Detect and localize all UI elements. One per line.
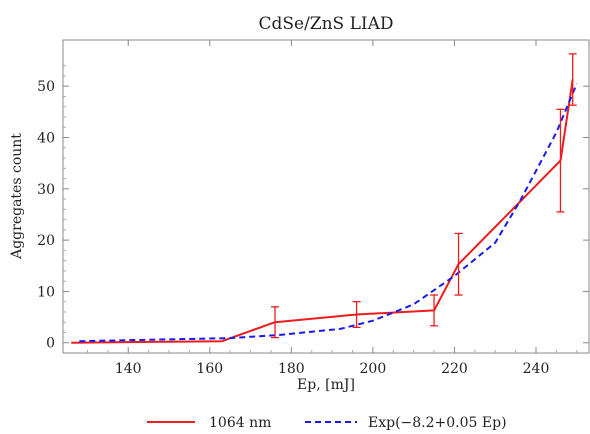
y-tick-label: 50 [37,79,55,95]
x-tick-label: 220 [441,361,468,377]
x-tick-label: 160 [196,361,223,377]
legend: 1064 nm Exp(−8.2+0.05 Ep) [147,415,507,431]
x-tick-label: 180 [278,361,305,377]
x-tick-label: 240 [523,361,550,377]
x-tick-label: 200 [360,361,387,377]
x-tick-label: 140 [115,361,142,377]
y-tick-label: 0 [46,336,55,352]
y-axis-ticks: 0 10 20 30 40 50 [37,65,589,352]
y-tick-label: 20 [37,233,55,249]
y-tick-label: 40 [37,130,55,146]
chart-title: CdSe/ZnS LIAD [258,14,393,34]
x-axis-ticks: 140 160 180 200 220 240 [86,40,578,377]
errorbar-layer [271,53,577,339]
series-line-1064nm [71,79,574,344]
legend-label-exp-fit: Exp(−8.2+0.05 Ep) [368,415,507,431]
plot-frame [62,39,590,354]
x-axis-label: Ep, [mJ] [297,377,355,393]
series-layer [71,79,578,344]
y-axis-label: Aggregates count [9,133,25,260]
y-tick-label: 30 [37,182,55,198]
legend-label-1064nm: 1064 nm [209,415,271,431]
y-tick-label: 10 [37,284,55,300]
series-line-exp-fit [79,83,578,343]
